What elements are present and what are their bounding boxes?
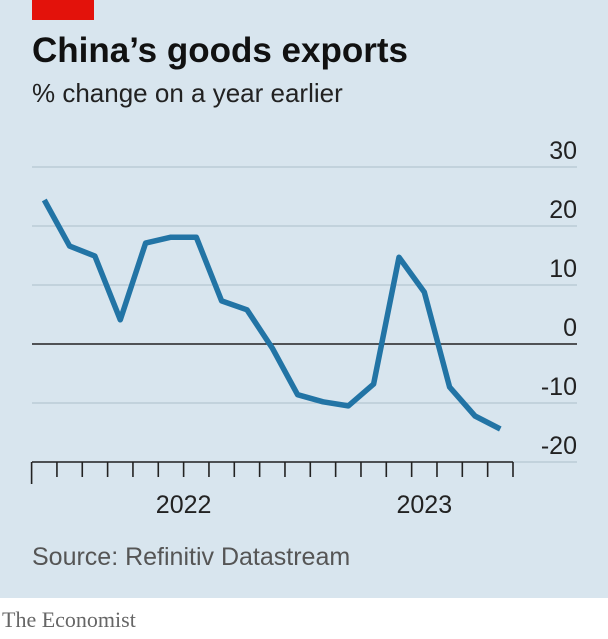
chart-subtitle: % change on a year earlier xyxy=(32,78,343,108)
data-line xyxy=(41,198,502,432)
y-tick-label: -10 xyxy=(541,373,577,401)
x-tick-label: 2023 xyxy=(397,491,453,519)
y-tick-label: 0 xyxy=(563,314,577,342)
x-tick-label: 2022 xyxy=(156,491,212,519)
y-tick-label: 30 xyxy=(549,137,577,165)
brand-tag xyxy=(32,0,94,20)
y-tick-label: 20 xyxy=(549,196,577,224)
chart-title: China’s goods exports xyxy=(32,31,408,70)
brand: The Economist xyxy=(2,607,136,632)
chart-background xyxy=(0,0,608,598)
y-tick-label: 10 xyxy=(549,255,577,283)
y-tick-label: -20 xyxy=(541,432,577,460)
source: Source: Refinitiv Datastream xyxy=(32,543,350,571)
